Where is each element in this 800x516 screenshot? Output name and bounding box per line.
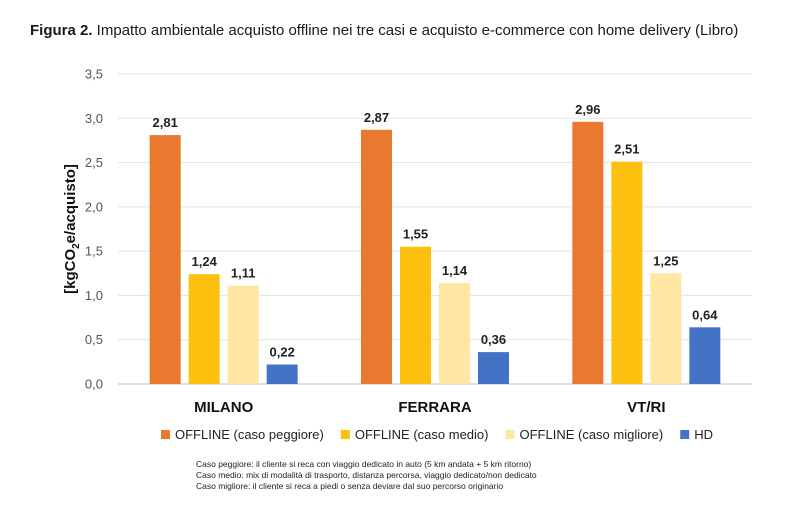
legend-item-offline-caso-migliore: OFFLINE (caso migliore) (505, 427, 663, 442)
category-label-vt-ri: VT/RI (627, 399, 665, 416)
bar-milano-offline-caso-medio (188, 274, 220, 384)
category-label-milano: MILANO (194, 399, 253, 416)
data-label: 1,14 (442, 263, 468, 278)
note-worst-case: Caso peggiore: il cliente si reca con vi… (196, 459, 532, 469)
data-label: 2,87 (364, 110, 389, 125)
y-tick-label: 1,0 (85, 288, 103, 303)
figure-title-text: Impatto ambientale acquisto offline nei … (92, 22, 739, 39)
data-label: 0,64 (692, 307, 718, 322)
legend-label: OFFLINE (caso medio) (355, 427, 489, 442)
y-tick-label: 0,5 (85, 332, 103, 347)
bar-milano-offline-caso-migliore (227, 285, 259, 384)
bar-vt-ri-offline-caso-peggiore (572, 121, 604, 384)
data-label: 1,24 (192, 254, 218, 269)
data-label: 0,36 (481, 332, 506, 347)
legend-item-offline-caso-medio: OFFLINE (caso medio) (340, 427, 489, 442)
y-tick-label: 2,0 (85, 199, 103, 214)
y-axis-label-text: [kgCO2e/acquisto] (62, 164, 82, 294)
y-tick-label: 3,5 (85, 67, 103, 82)
bar-milano-hd (266, 364, 298, 384)
bar-ferrara-offline-caso-medio (400, 246, 431, 384)
y-tick-label: 3,0 (85, 111, 103, 126)
data-label: 1,11 (231, 266, 256, 281)
data-label: 1,25 (653, 253, 678, 268)
chart-notes: Caso peggiore: il cliente si reca con vi… (196, 459, 537, 492)
category-labels: MILANO FERRARA VT/RI (194, 399, 665, 416)
bar-milano-offline-caso-peggiore (149, 135, 181, 384)
legend-label: HD (694, 427, 713, 442)
bar-vt-ri-offline-caso-medio (611, 161, 643, 384)
bar-ferrara-offline-caso-peggiore (361, 129, 392, 384)
legend: OFFLINE (caso peggiore) OFFLINE (caso med… (160, 427, 713, 442)
bar-ferrara-hd (478, 352, 509, 384)
y-tick-label: 0,0 (85, 377, 103, 392)
bar-vt-ri-offline-caso-migliore (650, 273, 682, 384)
legend-swatch (340, 430, 350, 439)
figure-title: Figura 2. Impatto ambientale acquisto of… (30, 22, 738, 39)
data-label: 1,55 (403, 227, 428, 242)
legend-swatch (505, 430, 515, 439)
legend-swatch (680, 430, 690, 439)
legend-label: OFFLINE (caso peggiore) (175, 427, 324, 442)
note-best-case: Caso migliore: il cliente si reca a pied… (196, 481, 504, 491)
gridlines (118, 73, 752, 385)
y-axis-label: [kgCO2e/acquisto] (62, 164, 82, 294)
data-labels: 2,81 1,24 1,11 0,22 2,87 1,55 1,14 0,36 2,96 2,51… (153, 102, 719, 360)
legend-item-offline-caso-peggiore: OFFLINE (caso peggiore) (160, 427, 324, 442)
y-axis-ticks: 0,0 0,5 1,0 1,5 2,0 2,5 3,0 3,5 (85, 67, 103, 392)
legend-label: OFFLINE (caso migliore) (519, 427, 663, 442)
legend-swatch (160, 430, 170, 439)
bars (149, 121, 721, 384)
data-label: 0,22 (270, 345, 295, 360)
legend-item-hd: HD (680, 427, 713, 442)
data-label: 2,96 (575, 102, 600, 117)
y-tick-label: 1,5 (85, 244, 103, 259)
bar-vt-ri-hd (689, 327, 721, 384)
note-average-case: Caso medio: mix di modalità di trasporto… (196, 470, 537, 480)
bar-ferrara-offline-caso-migliore (439, 283, 470, 384)
y-tick-label: 2,5 (85, 155, 103, 170)
data-label: 2,51 (614, 142, 639, 157)
category-label-ferrara: FERRARA (398, 399, 471, 416)
data-label: 2,81 (153, 115, 178, 130)
figure-number: Figura 2. (30, 22, 93, 39)
